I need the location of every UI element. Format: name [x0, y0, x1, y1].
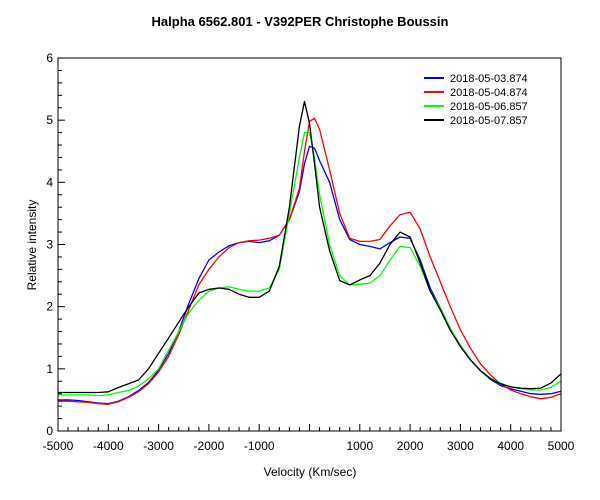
y-tick-label: 2: [46, 300, 53, 314]
series-line-2018-05-07.857: [58, 100, 562, 394]
y-axis-label: Relative intensity: [25, 200, 39, 291]
x-tick-label: 1000: [346, 439, 373, 453]
legend-label: 2018-05-04.874: [450, 87, 528, 99]
x-tick-label: -5000: [43, 439, 74, 453]
y-tick-label: 6: [46, 51, 53, 65]
x-tick-label: 2000: [397, 439, 424, 453]
axis-ticks: [57, 57, 562, 432]
x-tick-label: 4000: [497, 439, 524, 453]
y-tick-labels: 0 1 2 3 4 5 6: [46, 51, 53, 438]
legend-label: 2018-05-07.857: [450, 115, 528, 127]
x-tick-label: -2000: [194, 439, 225, 453]
y-tick-label: 5: [46, 113, 53, 127]
legend-label: 2018-05-06.857: [450, 101, 528, 113]
legend: 2018-05-03.874 2018-05-04.874 2018-05-06.8…: [424, 73, 528, 127]
legend-label: 2018-05-03.874: [450, 73, 528, 85]
series-line-2018-05-04.874: [58, 117, 562, 405]
x-tick-label: -3000: [143, 439, 174, 453]
x-tick-labels: -5000 -4000 -3000 -2000 -1000 1000 2000 3000 400…: [43, 439, 575, 453]
y-tick-label: 4: [46, 175, 53, 189]
y-tick-label: 1: [46, 362, 53, 376]
x-tick-label: -4000: [93, 439, 124, 453]
x-axis-label: Velocity (Km/sec): [264, 465, 357, 479]
x-tick-label: 3000: [447, 439, 474, 453]
chart-title: Halpha 6562.801 - V392PER Christophe Bou…: [152, 14, 449, 29]
x-tick-label: 5000: [548, 439, 575, 453]
series-line-2018-05-03.874: [58, 145, 562, 405]
y-tick-label: 0: [46, 424, 53, 438]
y-tick-label: 3: [46, 238, 53, 252]
series-line-2018-05-06.857: [58, 131, 562, 397]
x-tick-label: -1000: [244, 439, 275, 453]
series-layer: [58, 100, 562, 405]
